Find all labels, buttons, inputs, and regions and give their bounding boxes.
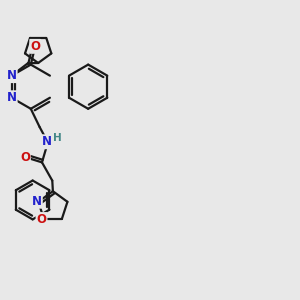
- Text: N: N: [7, 91, 17, 104]
- Text: O: O: [20, 151, 30, 164]
- Text: H: H: [53, 133, 62, 143]
- Text: N: N: [42, 135, 52, 148]
- Text: O: O: [37, 213, 46, 226]
- Text: N: N: [7, 69, 17, 82]
- Text: N: N: [32, 195, 42, 208]
- Text: O: O: [30, 40, 40, 53]
